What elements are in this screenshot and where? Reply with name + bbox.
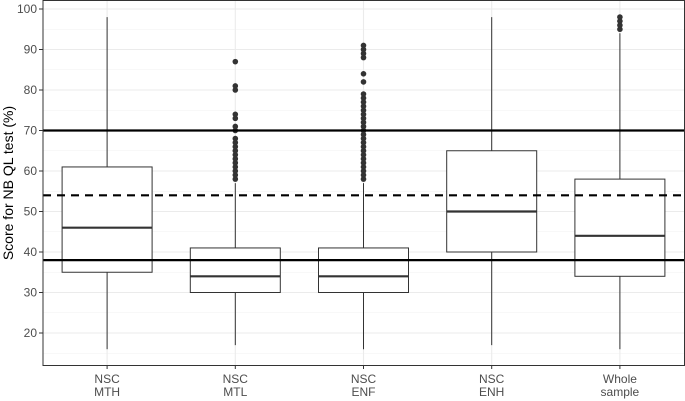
y-tick-label: 80 [24, 83, 38, 97]
y-tick-label: 50 [24, 205, 38, 219]
outlier-point [360, 50, 367, 57]
outlier-point [360, 42, 367, 49]
outlier-point [360, 95, 367, 101]
box-2 [189, 58, 281, 346]
box-4 [446, 17, 538, 346]
outlier-point [232, 168, 239, 174]
outlier-point [360, 111, 367, 118]
outlier-point [232, 83, 239, 89]
outlier-point [360, 54, 367, 61]
outlier-point [360, 139, 367, 146]
outlier-point [232, 111, 239, 118]
outlier-point [360, 115, 367, 122]
outlier-point [232, 164, 239, 170]
x-tick-label: NSC [94, 372, 120, 386]
outlier-point [232, 135, 239, 142]
outlier-point [232, 172, 239, 178]
x-tick-label: sample [601, 385, 640, 399]
x-tick-label: NSC [223, 372, 249, 386]
outlier-point [617, 14, 623, 20]
y-tick-label: 20 [24, 326, 38, 340]
outlier-point [232, 152, 239, 158]
box-iqr [446, 150, 538, 253]
outlier-point [360, 71, 367, 77]
outlier-point [360, 119, 367, 126]
x-tick-label: MTL [223, 385, 247, 399]
x-tick-label: Whole [603, 372, 637, 386]
outlier-point [617, 26, 623, 33]
outlier-point [617, 22, 623, 29]
outlier-point [232, 115, 239, 122]
y-tick-label: 90 [24, 43, 38, 57]
box-iqr [61, 166, 153, 273]
outlier-point [360, 164, 367, 170]
x-tick-label: ENH [479, 385, 504, 399]
box-1 [61, 17, 153, 350]
box-iqr [574, 178, 666, 277]
outlier-point [232, 139, 239, 146]
x-tick-label: NSC [351, 372, 377, 386]
box-3 [318, 42, 409, 350]
x-tick-label: ENF [352, 385, 376, 399]
y-tick-label: 60 [24, 164, 38, 178]
y-tick-label: 70 [24, 124, 38, 138]
outlier-point [360, 135, 367, 142]
outlier-point [360, 147, 367, 154]
outlier-point [232, 87, 239, 93]
x-tick-label: NSC [479, 372, 505, 386]
y-tick-label: 30 [24, 286, 38, 300]
y-axis-ticks: 20 30 40 50 60 70 80 90 100 [17, 2, 43, 340]
outlier-point [232, 143, 239, 150]
outlier-point [360, 46, 367, 53]
outlier-point [360, 152, 367, 158]
y-axis-title: Score for NB QL test (%) [0, 106, 16, 260]
outlier-point [360, 168, 367, 174]
outlier-point [360, 79, 367, 85]
outlier-point [360, 160, 367, 166]
boxes [61, 14, 666, 350]
outlier-point [617, 18, 623, 24]
outlier-point [232, 160, 239, 166]
outlier-point [360, 123, 367, 130]
reference-lines [43, 129, 684, 262]
outlier-point [232, 123, 239, 130]
outlier-point [232, 176, 239, 182]
box-iqr [318, 247, 409, 293]
outlier-point [232, 156, 239, 162]
outlier-point [360, 172, 367, 178]
outlier-point [360, 143, 367, 150]
outlier-point [360, 103, 367, 109]
outlier-point [232, 147, 239, 154]
box-iqr [189, 247, 281, 293]
y-tick-label: 100 [17, 2, 37, 16]
outlier-point [360, 91, 367, 97]
outlier-point [360, 176, 367, 182]
outlier-point [232, 58, 239, 65]
outlier-point [360, 156, 367, 162]
x-tick-label: MTH [94, 385, 120, 399]
outlier-point [360, 99, 367, 105]
outlier-point [360, 131, 367, 138]
y-tick-label: 40 [24, 245, 38, 259]
outlier-point [360, 107, 367, 114]
